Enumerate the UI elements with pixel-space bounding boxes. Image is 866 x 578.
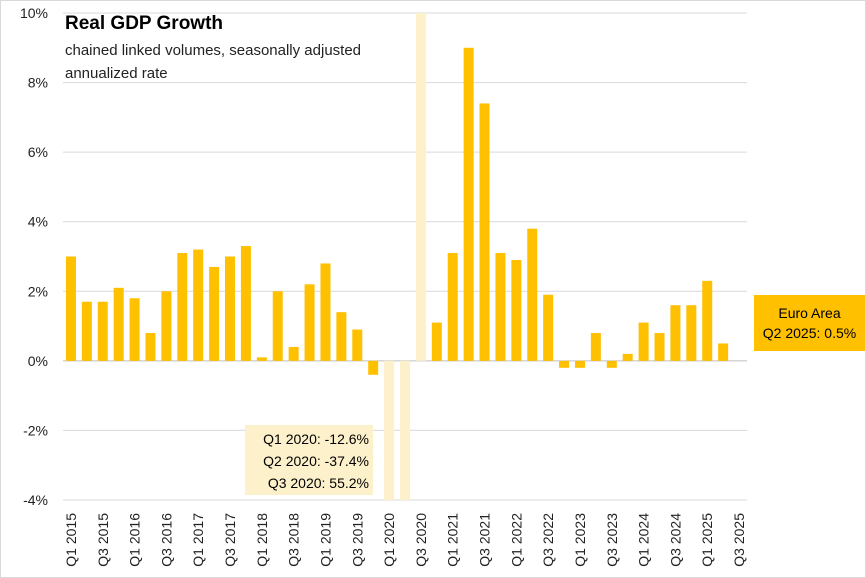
bar-q2-2016	[145, 333, 156, 361]
bar-q2-2021	[463, 47, 474, 361]
bar-q4-2015	[113, 287, 124, 361]
note-line-q2-2020: Q2 2020: -37.4%	[263, 453, 369, 469]
x-tick-label: Q3 2022	[540, 513, 556, 567]
bar-q1-2024	[638, 322, 649, 361]
y-tick-label: 6%	[28, 144, 48, 160]
note-line-q3-2020: Q3 2020: 55.2%	[267, 475, 369, 491]
x-tick-label: Q1 2019	[317, 513, 333, 567]
bar-q4-2016	[177, 253, 188, 361]
callout-region-label: Euro Area	[778, 305, 841, 321]
bar-q2-2024	[654, 333, 665, 361]
bar-q1-2016	[129, 298, 140, 361]
y-tick-label: 10%	[20, 5, 48, 21]
x-tick-label: Q3 2015	[95, 513, 111, 567]
x-tick-label: Q3 2021	[477, 513, 493, 567]
bar-q4-2024	[686, 305, 697, 361]
bar-q1-2025	[702, 280, 713, 361]
bar-q2-2015	[81, 301, 92, 361]
bar-q2-2020	[400, 360, 410, 500]
x-tick-label: Q3 2019	[349, 513, 365, 567]
bar-q3-2023	[606, 360, 617, 368]
bar-q4-2022	[559, 360, 570, 368]
x-tick-label: Q3 2016	[158, 513, 174, 567]
bar-q3-2018	[288, 346, 299, 361]
bar-q1-2015	[65, 256, 76, 361]
bar-q3-2020	[415, 13, 426, 361]
callout-value-label: Q2 2025: 0.5%	[762, 325, 857, 341]
bar-q3-2019	[352, 329, 363, 361]
x-tick-label: Q1 2015	[63, 513, 79, 567]
bar-q3-2017	[225, 256, 236, 361]
bar-q2-2025	[718, 343, 729, 361]
bar-q3-2022	[543, 294, 554, 361]
note-line-q1-2020: Q1 2020: -12.6%	[263, 431, 369, 447]
y-tick-label: 8%	[28, 75, 48, 91]
bar-q4-2021	[495, 253, 506, 361]
x-tick-label: Q1 2023	[572, 513, 588, 567]
x-tick-label: Q1 2020	[381, 513, 397, 567]
bar-q2-2023	[590, 333, 601, 361]
x-tick-label: Q1 2021	[445, 513, 461, 567]
bar-q4-2019	[368, 360, 379, 375]
bar-q2-2018	[272, 291, 283, 361]
bar-q1-2023	[574, 360, 585, 368]
bar-q4-2018	[304, 284, 315, 361]
bar-q1-2022	[511, 259, 522, 361]
x-tick-label: Q1 2018	[254, 513, 270, 567]
title-block: Real GDP Growth chained linked volumes, …	[65, 13, 365, 85]
bar-q2-2019	[336, 312, 347, 361]
y-tick-label: 4%	[28, 214, 48, 230]
y-tick-label: 0%	[28, 353, 48, 369]
bar-q1-2021	[447, 253, 458, 361]
x-tick-label: Q1 2022	[508, 513, 524, 567]
x-tick-label: Q1 2024	[636, 513, 652, 567]
bar-q1-2020	[384, 360, 395, 500]
bar-q1-2018	[256, 357, 267, 361]
chart-title: Real GDP Growth	[65, 13, 224, 34]
clipped-values-note: Q1 2020: -12.6% Q2 2020: -37.4% Q3 2020:…	[245, 425, 373, 495]
y-tick-label: -4%	[23, 492, 48, 508]
bar-q3-2021	[479, 103, 490, 361]
bar-q2-2022	[527, 228, 538, 361]
x-tick-label: Q1 2016	[127, 513, 143, 567]
x-tick-label: Q3 2017	[222, 513, 238, 567]
y-tick-label: -2%	[23, 422, 48, 438]
bar-q3-2015	[97, 301, 108, 361]
x-tick-label: Q3 2024	[667, 513, 683, 567]
bar-q1-2017	[193, 249, 204, 361]
bar-q4-2023	[622, 353, 633, 361]
bar-q4-2020	[431, 322, 442, 361]
bar-q3-2024	[670, 305, 681, 361]
x-tick-label: Q1 2025	[699, 513, 715, 567]
x-tick-label: Q3 2023	[604, 513, 620, 567]
bar-q1-2019	[320, 263, 331, 361]
latest-value-callout: Euro Area Q2 2025: 0.5%	[754, 295, 865, 351]
bar-q3-2016	[161, 291, 172, 361]
bar-q4-2017	[240, 246, 251, 361]
chart-subtitle: chained linked volumes, seasonally adjus…	[65, 42, 362, 82]
bar-q2-2017	[209, 266, 220, 361]
x-tick-label: Q1 2017	[190, 513, 206, 567]
x-tick-label: Q3 2025	[731, 513, 747, 567]
y-tick-label: 2%	[28, 283, 48, 299]
x-tick-label: Q3 2020	[413, 513, 429, 567]
x-tick-label: Q3 2018	[286, 513, 302, 567]
